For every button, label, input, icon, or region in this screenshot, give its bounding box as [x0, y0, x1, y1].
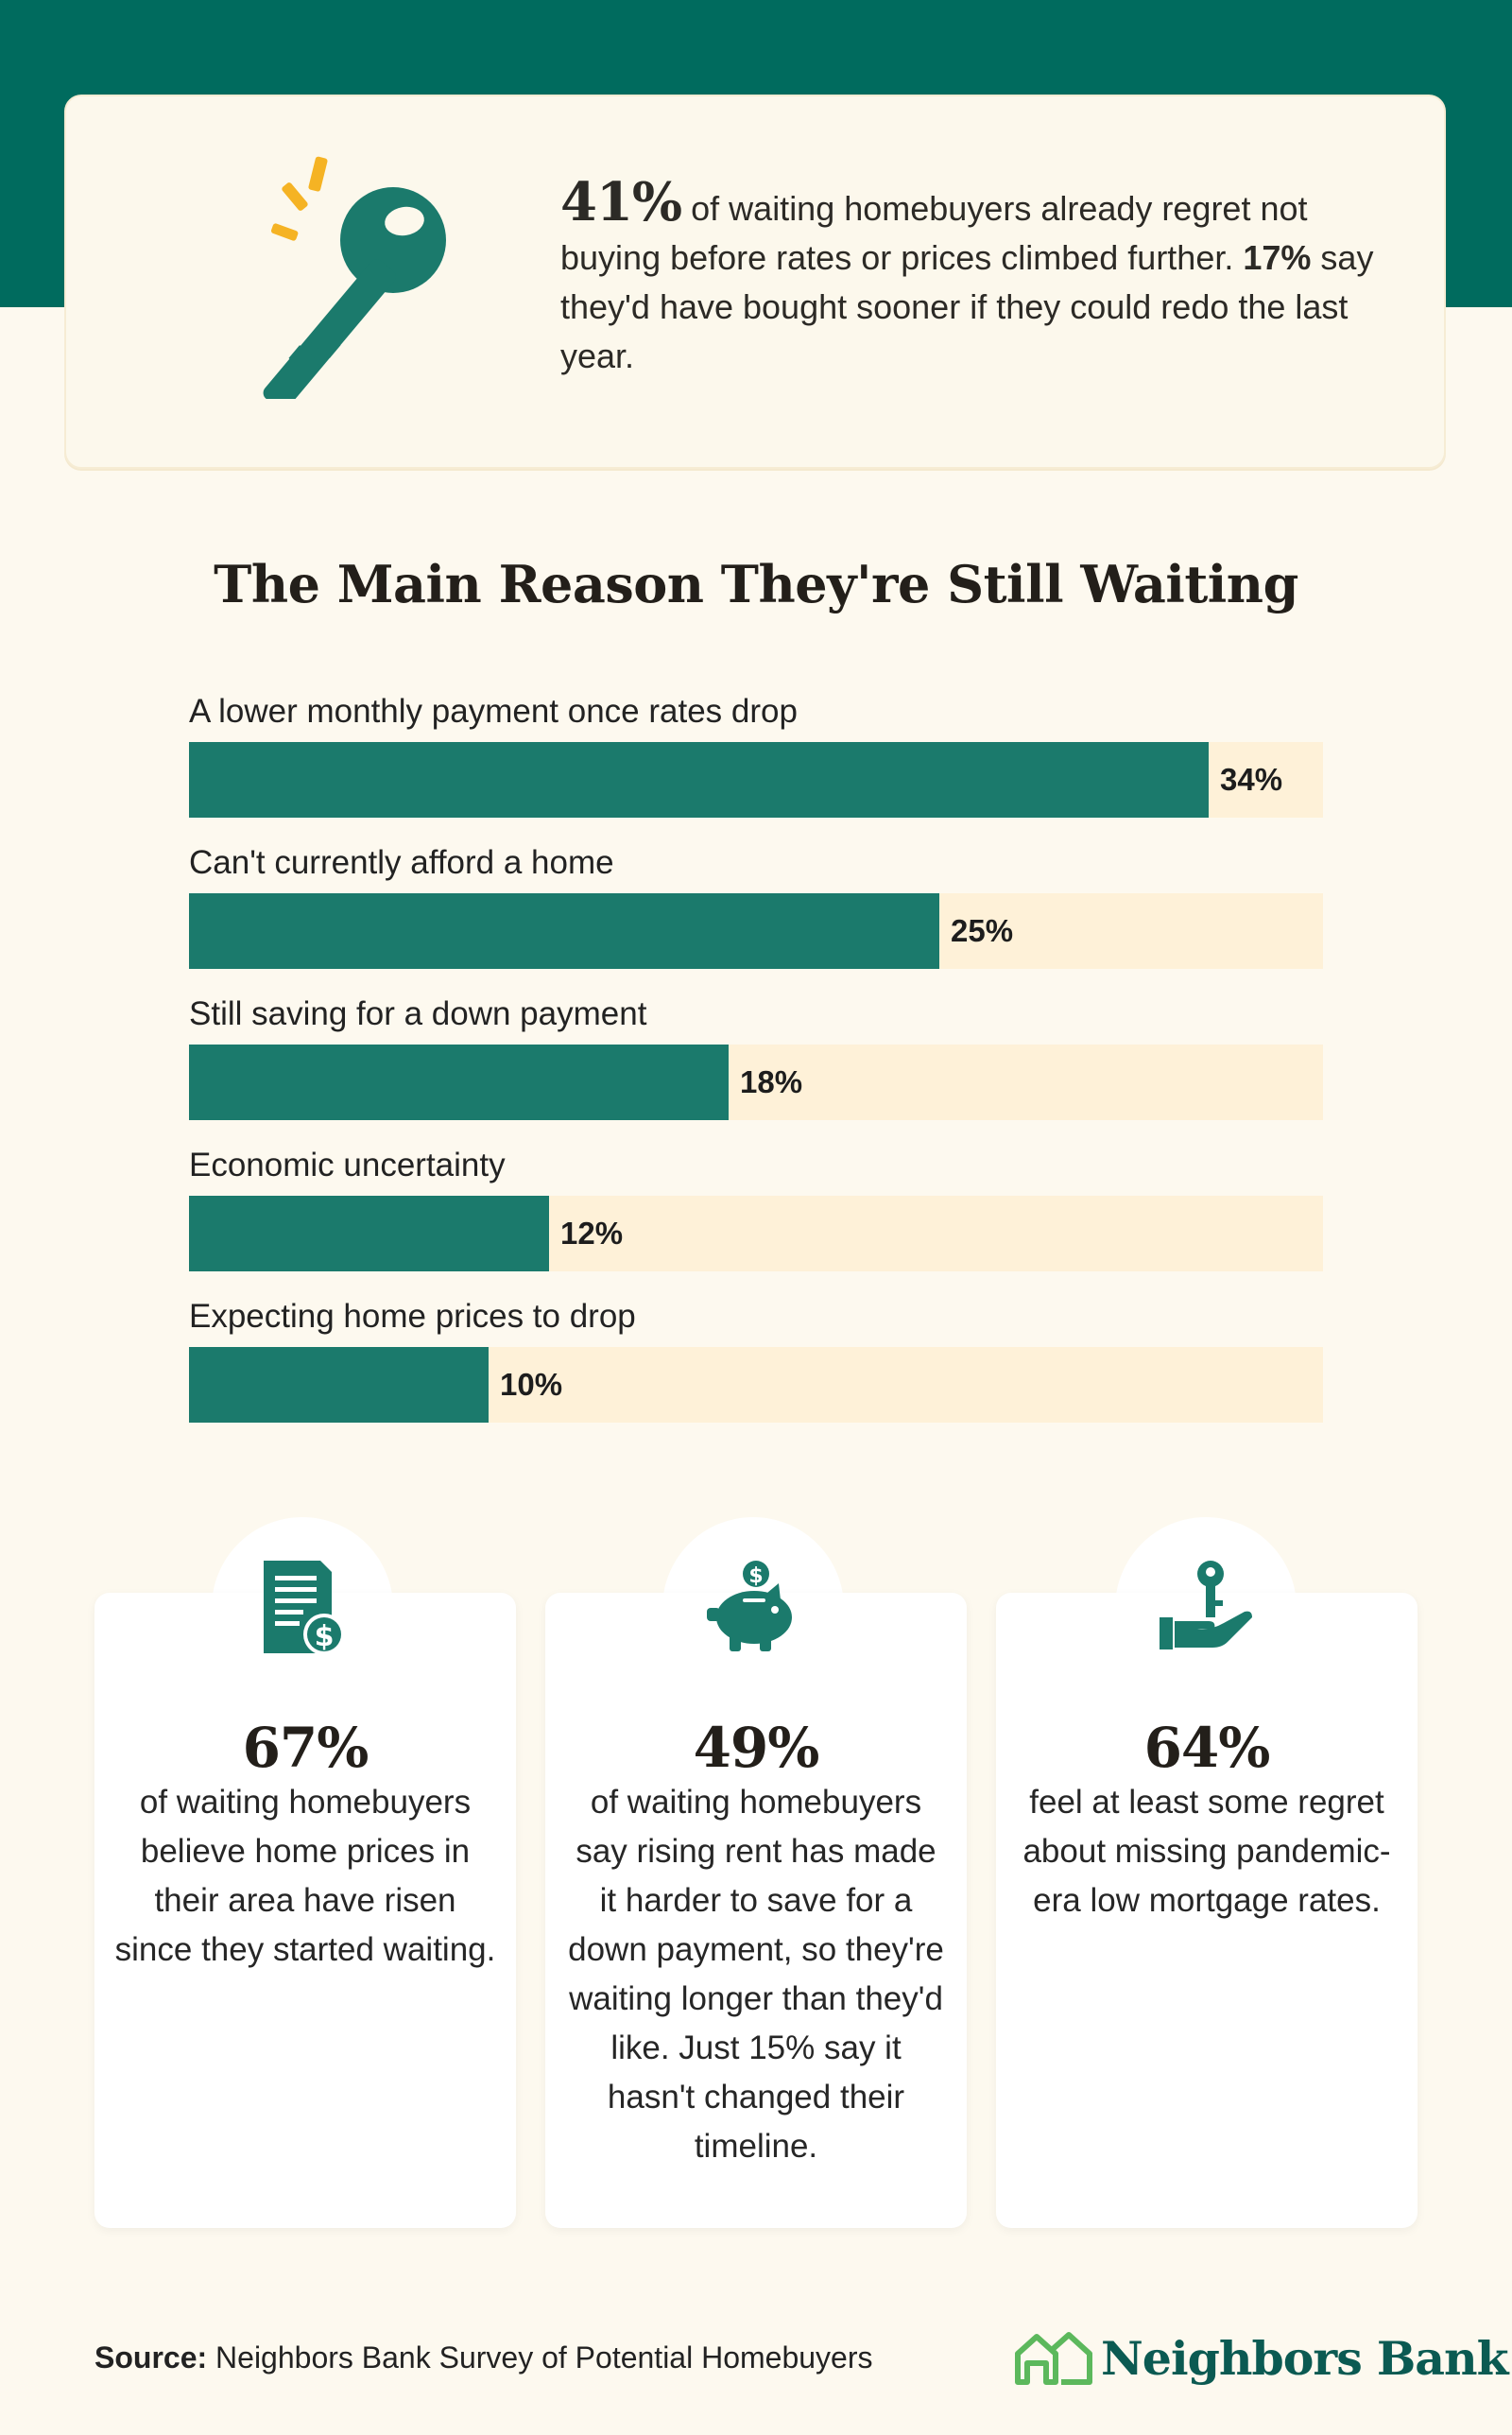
bar-value-label: 18% — [740, 1064, 803, 1099]
svg-text:$: $ — [748, 1564, 763, 1588]
bar — [189, 1347, 489, 1423]
bar-category-label: Can't currently afford a home — [189, 844, 614, 881]
bar-row: A lower monthly payment once rates drop 3… — [189, 685, 1323, 837]
hero-statement: 41% of waiting homebuyers already regret… — [560, 176, 1392, 381]
bar-row: Economic uncertainty 12% — [189, 1139, 1323, 1290]
logo-text: Neighbors Bank — [1101, 2331, 1509, 2386]
stat-card-rent: 49% of waiting homebuyers say rising ren… — [545, 1593, 967, 2228]
houses-logo-icon — [1015, 2332, 1092, 2385]
bar-value-label: 34% — [1220, 762, 1283, 797]
hero-card — [64, 95, 1446, 469]
brand-logo: Neighbors Bank — [1014, 2325, 1509, 2392]
bar-category-label: Economic uncertainty — [189, 1147, 506, 1183]
bar-track: 34% — [189, 742, 1323, 818]
bar-category-label: Still saving for a down payment — [189, 995, 647, 1032]
stat-text: of waiting homebuyers believe home price… — [114, 1784, 496, 1968]
stat-card-home-prices: 67% of waiting homebuyers believe home p… — [94, 1593, 516, 2228]
key-icon — [263, 156, 446, 399]
bar-track: 10% — [189, 1347, 1323, 1423]
chart-title: The Main Reason They're Still Waiting — [214, 554, 1298, 614]
stat-value: 67% — [242, 1716, 369, 1780]
bar — [189, 742, 1209, 818]
bar-row: Still saving for a down payment 18% — [189, 988, 1323, 1139]
bar-row: Expecting home prices to drop 10% — [189, 1290, 1323, 1442]
bar-track: 12% — [189, 1196, 1323, 1271]
bar-category-label: A lower monthly payment once rates drop — [189, 693, 798, 730]
stat-value: 64% — [1143, 1716, 1271, 1780]
hero-text-2: say they'd have bought sooner if they co… — [560, 238, 1374, 375]
bar-track: 25% — [189, 893, 1323, 969]
bar — [189, 1196, 549, 1271]
hand-key-icon — [1160, 1561, 1252, 1649]
source-note: Source: Neighbors Bank Survey of Potenti… — [94, 2340, 873, 2375]
stat-card-regret: 64% feel at least some regret about miss… — [996, 1593, 1418, 2228]
bar-row: Can't currently afford a home 25% — [189, 837, 1323, 988]
document-dollar-icon: $ — [264, 1561, 345, 1655]
stat-text: of waiting homebuyers say rising rent ha… — [568, 1784, 944, 2165]
bar-value-label: 25% — [951, 913, 1014, 948]
stat-text: feel at least some regret about missing … — [1022, 1784, 1391, 1919]
bar-value-label: 12% — [560, 1216, 624, 1251]
bar-track: 18% — [189, 1045, 1323, 1120]
bar — [189, 1045, 729, 1120]
bar — [189, 893, 939, 969]
hero-stat: 41% — [560, 171, 682, 233]
svg-text:$: $ — [315, 1620, 335, 1653]
hero-stat-2: 17% — [1243, 238, 1312, 277]
bar-category-label: Expecting home prices to drop — [189, 1298, 636, 1335]
hero-text-1: of waiting homebuyers already regret not… — [560, 189, 1308, 277]
source-label: Source: — [94, 2340, 208, 2375]
piggy-bank-icon: $ — [707, 1561, 792, 1651]
bar-value-label: 10% — [500, 1367, 563, 1402]
source-text: Neighbors Bank Survey of Potential Homeb… — [207, 2340, 873, 2375]
stat-value: 49% — [693, 1716, 820, 1780]
